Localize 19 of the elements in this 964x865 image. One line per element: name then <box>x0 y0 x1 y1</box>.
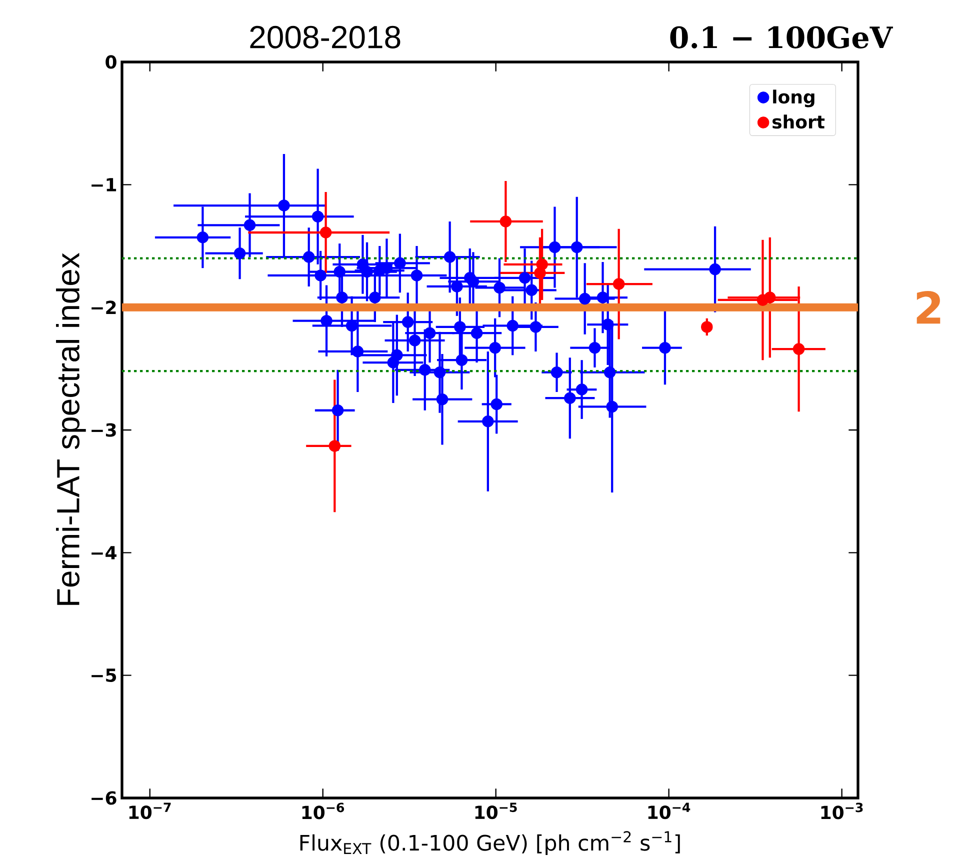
text: 2 <box>916 290 940 324</box>
y-tick-label: −4 <box>92 546 116 560</box>
x-tick-label: 10$^{−5}$ <box>475 802 517 820</box>
x-tick-label: 10$^{−6}$ <box>302 802 344 820</box>
y-tick-label: −2 <box>92 300 116 314</box>
y-axis-title: Fermi-LAT spectral index <box>56 252 86 605</box>
chart-title: 2008-2018 <box>250 26 400 48</box>
text: 0.1 − 100GeV <box>670 26 893 48</box>
y-tick-label: −5 <box>92 668 116 682</box>
y-tick-label: 0 <box>106 55 116 69</box>
x-tick-label: 10$^{−4}$ <box>648 802 690 820</box>
x-tick-label: 10$^{−7}$ <box>129 802 171 820</box>
legend-label: short <box>772 114 825 129</box>
x-tick-label: 10$^{−3}$ <box>821 802 863 820</box>
x-axis-title: Flux$_{EXT}$ (0.1-100 GeV) [ph cm$^{−2}$ s$^{−1}$] <box>300 831 680 855</box>
y-tick-label: −3 <box>92 423 116 437</box>
legend-label: long <box>773 90 814 108</box>
y-tick-label: −1 <box>92 178 116 192</box>
y-tick-label: −6 <box>92 791 116 805</box>
